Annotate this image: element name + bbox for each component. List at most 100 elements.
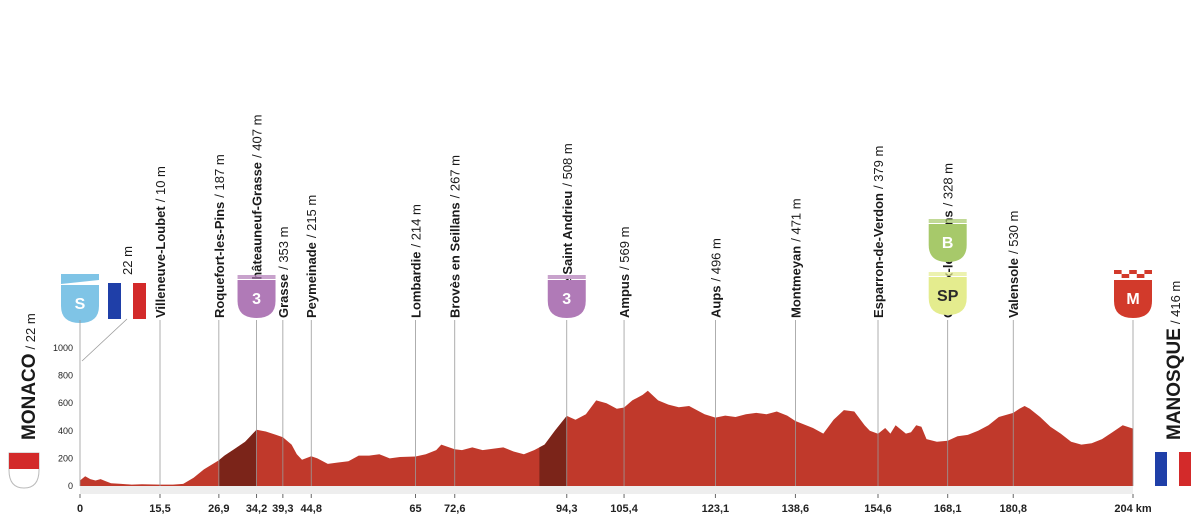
kom3-badge-label: 3 bbox=[252, 291, 261, 308]
badge-cap bbox=[237, 275, 276, 279]
finish-badge-label: M bbox=[1126, 291, 1139, 308]
km-ticks: 0 15,5 26,9 34,2 39,3 44,8 65 72,6 94,3 105,4 123,… bbox=[77, 494, 1152, 515]
checker-square bbox=[1136, 274, 1145, 278]
finish-name: MANOSQUE bbox=[1164, 328, 1185, 440]
waypoint-altitude: / 530 m bbox=[1006, 211, 1021, 254]
sprint-badge-label: SP bbox=[937, 288, 959, 305]
start-finish-layer: S 22 m M MONACO / 22 m MANOSQUE / 416 m bbox=[8, 246, 1191, 489]
waypoint-altitude: / 407 m bbox=[250, 115, 265, 158]
waypoint-lines bbox=[159, 320, 1014, 486]
checker-square bbox=[1144, 270, 1152, 274]
waypoint-label: Lombardie / 214 m bbox=[409, 204, 424, 318]
base-ribbon bbox=[80, 486, 1133, 494]
waypoint-label: Brovès en Seillans / 267 m bbox=[448, 155, 463, 318]
km-tick-label: 65 bbox=[409, 503, 421, 515]
waypoint-label: Roquefort-les-Pins / 187 m bbox=[212, 154, 227, 318]
kom3-badge-label: 3 bbox=[562, 291, 571, 308]
altitude-tick-label: 1000 bbox=[53, 343, 73, 353]
flag-red bbox=[133, 283, 146, 319]
waypoint-name: Esparron-de-Verdon bbox=[871, 193, 886, 318]
altitude-tick-label: 600 bbox=[58, 398, 73, 408]
waypoint-label: Montmeyan / 471 m bbox=[788, 198, 803, 318]
waypoint-label: Villeneuve-Loubet / 10 m bbox=[153, 166, 168, 318]
waypoint-altitude: / 379 m bbox=[871, 146, 886, 189]
finish-checker bbox=[1114, 270, 1152, 278]
start-name-label: MONACO / 22 m bbox=[19, 313, 40, 440]
altitude-tick-label: 800 bbox=[58, 371, 73, 381]
km-tick-label: 44,8 bbox=[301, 503, 322, 515]
start-altitude: / 22 m bbox=[23, 313, 38, 349]
km-tick-label: 180,8 bbox=[999, 503, 1027, 515]
start-name: MONACO bbox=[19, 353, 40, 440]
waypoint-altitude: / 215 m bbox=[304, 195, 319, 238]
km-tick-label: 204 km bbox=[1114, 503, 1152, 515]
profile-layer bbox=[80, 390, 1133, 486]
waypoint-altitude: / 214 m bbox=[409, 204, 424, 247]
waypoint-name: Peymeinade bbox=[304, 242, 319, 318]
flag-blue bbox=[1155, 452, 1167, 486]
km-tick-label: 154,6 bbox=[864, 503, 892, 515]
kom3-badge bbox=[237, 280, 276, 318]
badge-cap bbox=[928, 219, 967, 223]
waypoint-altitude: / 471 m bbox=[788, 198, 803, 241]
waypoint-altitude: / 328 m bbox=[941, 163, 956, 206]
checker-square bbox=[1114, 270, 1122, 274]
waypoint-altitude: / 508 m bbox=[560, 143, 575, 186]
km-tick-label: 39,3 bbox=[272, 503, 293, 515]
waypoint-altitude: / 569 m bbox=[617, 227, 632, 270]
start-flag-badge bbox=[108, 283, 146, 319]
badges-layer: 3 3 B SP bbox=[237, 219, 967, 318]
start-leader-line bbox=[81, 318, 128, 362]
finish-badge bbox=[1114, 280, 1152, 318]
start-badge bbox=[61, 285, 99, 323]
monaco-flag-icon bbox=[8, 452, 40, 489]
checker-square bbox=[1121, 274, 1130, 278]
waypoint-altitude: / 353 m bbox=[276, 227, 291, 270]
badge-cap bbox=[928, 272, 967, 276]
flag-red-top bbox=[9, 453, 39, 469]
start-badge-label: S bbox=[75, 296, 86, 313]
waypoint-name: Lombardie bbox=[409, 252, 424, 318]
km-tick-label: 72,6 bbox=[444, 503, 465, 515]
waypoint-label: Ampus / 569 m bbox=[617, 227, 632, 318]
km-tick-label: 94,3 bbox=[556, 503, 577, 515]
waypoint-altitude: / 496 m bbox=[708, 238, 723, 281]
bonus-badge bbox=[928, 224, 967, 262]
km-tick-label: 0 bbox=[77, 503, 83, 515]
flag-red bbox=[1179, 452, 1191, 486]
flag-blue bbox=[108, 283, 121, 319]
km-tick-label: 15,5 bbox=[149, 503, 170, 515]
waypoint-altitude: / 10 m bbox=[153, 166, 168, 202]
climb-segment bbox=[539, 415, 567, 486]
waypoint-label: Esparron-de-Verdon / 379 m bbox=[871, 146, 886, 318]
waypoint-name: Roquefort-les-Pins bbox=[212, 202, 227, 318]
waypoint-name: Ampus bbox=[617, 274, 632, 318]
waypoint-name: Brovès en Seillans bbox=[448, 202, 463, 318]
altitude-tick-label: 0 bbox=[68, 481, 73, 491]
bonus-badge-label: B bbox=[942, 235, 954, 252]
checker-square bbox=[1129, 270, 1137, 274]
waypoint-label: Valensole / 530 m bbox=[1006, 211, 1021, 318]
kom3-badge bbox=[547, 280, 586, 318]
flag-white bbox=[1167, 452, 1179, 486]
altitude-tick-label: 200 bbox=[58, 453, 73, 463]
km-tick-label: 26,9 bbox=[208, 503, 229, 515]
badge-cap bbox=[547, 275, 586, 279]
climb-segment bbox=[218, 429, 257, 486]
waypoint-label: Peymeinade / 215 m bbox=[304, 195, 319, 318]
waypoint-altitude: / 187 m bbox=[212, 154, 227, 197]
waypoint-name: Villeneuve-Loubet bbox=[153, 206, 168, 318]
flag-white bbox=[121, 283, 133, 319]
start-flag-altitude: 22 m bbox=[120, 246, 135, 275]
ribbon-layer bbox=[80, 486, 1133, 494]
km-tick-label: 123,1 bbox=[702, 503, 730, 515]
profile-area bbox=[80, 390, 1133, 486]
waypoint-name: Montmeyan bbox=[788, 246, 803, 318]
waypoint-name: Valensole bbox=[1006, 258, 1021, 318]
finish-altitude: / 416 m bbox=[1168, 281, 1183, 324]
waypoint-name: Aups bbox=[708, 286, 723, 319]
waypoint-label: Grasse / 353 m bbox=[276, 227, 291, 318]
altitude-axis: 0 200 400 600 800 1000 bbox=[53, 343, 73, 491]
